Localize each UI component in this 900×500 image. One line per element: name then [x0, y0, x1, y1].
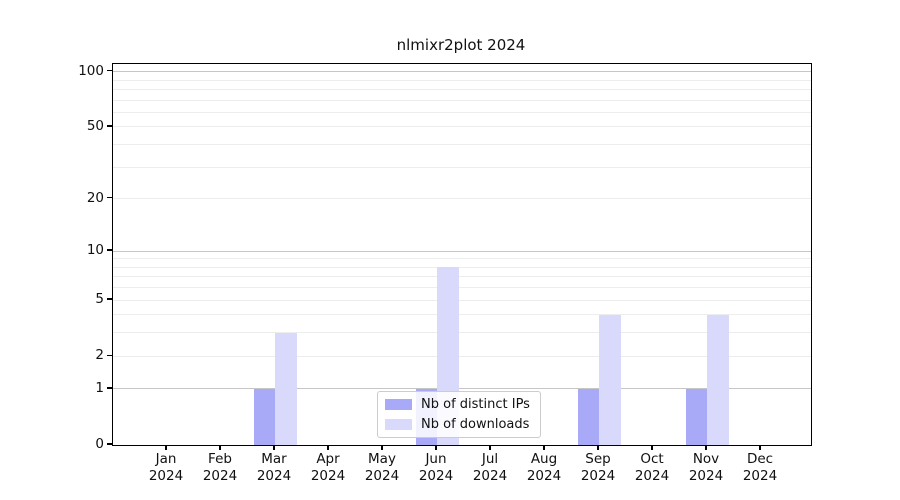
minor-gridline — [113, 79, 811, 81]
x-axis-tick — [543, 445, 545, 450]
bar-downloads-sep — [599, 314, 621, 445]
x-axis-tick — [435, 445, 437, 450]
legend-swatch-distinct-ips — [385, 399, 412, 410]
x-axis-tick-label: Dec 2024 — [742, 451, 778, 484]
chart-title: nlmixr2plot 2024 — [396, 36, 526, 54]
y-axis-tick — [107, 387, 112, 389]
x-axis-tick-label: Nov 2024 — [688, 451, 724, 484]
y-axis-tick — [107, 197, 112, 199]
x-axis-tick — [759, 445, 761, 450]
x-axis-tick-label: Sep 2024 — [580, 451, 616, 484]
bar-distinct-ips-sep — [577, 388, 599, 445]
x-axis-tick — [165, 445, 167, 450]
x-axis-tick — [489, 445, 491, 450]
minor-gridline — [113, 287, 811, 289]
legend-label-distinct-ips: Nb of distinct IPs — [421, 397, 530, 412]
y-axis-tick-label: 20 — [86, 189, 104, 206]
major-gridline — [113, 388, 811, 390]
x-axis-tick — [327, 445, 329, 450]
minor-gridline — [113, 99, 811, 101]
y-axis-tick-label: 5 — [95, 291, 104, 308]
minor-gridline — [113, 314, 811, 316]
minor-gridline — [113, 276, 811, 278]
x-axis-tick-label: Jul 2024 — [472, 451, 508, 484]
minor-gridline — [113, 126, 811, 128]
bar-downloads-mar — [275, 332, 297, 445]
y-axis-tick — [107, 354, 112, 356]
x-axis-tick — [651, 445, 653, 450]
bar-distinct-ips-mar — [253, 388, 275, 445]
major-gridline — [113, 250, 811, 252]
x-axis-tick — [705, 445, 707, 450]
minor-gridline — [113, 266, 811, 268]
minor-gridline — [113, 198, 811, 200]
legend-label-downloads: Nb of downloads — [421, 417, 530, 432]
y-axis-tick-label: 100 — [78, 62, 104, 79]
minor-gridline — [113, 88, 811, 90]
x-axis-tick — [273, 445, 275, 450]
legend: Nb of distinct IPs Nb of downloads — [377, 391, 541, 438]
y-axis-tick — [107, 249, 112, 251]
minor-gridline — [113, 111, 811, 113]
minor-gridline — [113, 258, 811, 260]
y-axis-tick — [107, 298, 112, 300]
y-axis-tick-label: 2 — [95, 347, 104, 364]
x-axis-tick-label: Aug 2024 — [526, 451, 562, 484]
major-gridline — [113, 71, 811, 73]
legend-item-downloads: Nb of downloads — [385, 417, 530, 432]
x-axis-tick-label: Mar 2024 — [256, 451, 292, 484]
minor-gridline — [113, 299, 811, 301]
x-axis-tick — [381, 445, 383, 450]
minor-gridline — [113, 144, 811, 146]
y-axis-tick-label: 10 — [86, 242, 104, 258]
legend-item-distinct-ips: Nb of distinct IPs — [385, 397, 530, 412]
minor-gridline — [113, 332, 811, 334]
y-axis-tick — [107, 443, 112, 445]
x-axis-tick-label: Jun 2024 — [418, 451, 454, 484]
x-axis-tick-label: Apr 2024 — [310, 451, 346, 484]
minor-gridline — [113, 166, 811, 168]
plot-area — [112, 63, 812, 446]
bar-distinct-ips-nov — [685, 388, 707, 445]
bar-downloads-nov — [707, 314, 729, 445]
minor-gridline — [113, 355, 811, 357]
y-axis-tick-label: 50 — [86, 117, 104, 134]
legend-swatch-downloads — [385, 419, 412, 430]
x-axis-tick — [597, 445, 599, 450]
y-axis-tick-label: 0 — [95, 436, 104, 452]
x-axis-tick-label: May 2024 — [364, 451, 400, 484]
y-axis-tick-label: 1 — [95, 379, 104, 396]
x-axis-tick-label: Feb 2024 — [202, 451, 238, 484]
x-axis-tick-label: Jan 2024 — [148, 451, 184, 484]
y-axis-tick — [107, 125, 112, 127]
x-axis-tick — [219, 445, 221, 450]
y-axis-tick — [107, 70, 112, 72]
x-axis-tick-label: Oct 2024 — [634, 451, 670, 484]
